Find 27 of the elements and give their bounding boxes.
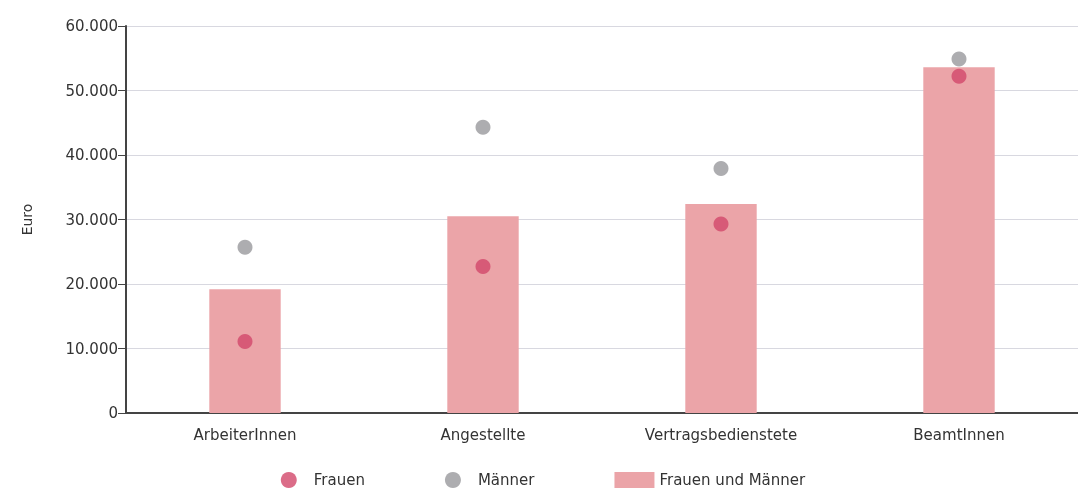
point	[713, 216, 729, 232]
legend-label: Frauen	[313, 471, 365, 489]
y-tick-label: 0	[108, 404, 118, 422]
legend-label: Frauen und Männer	[659, 471, 807, 489]
x-tick-label: Vertragsbedienstete	[644, 425, 798, 444]
y-tick-label: 30.000	[65, 210, 118, 229]
x-tick-label: BeamtInnen	[913, 425, 1005, 444]
point	[237, 333, 253, 349]
y-tick-label: 20.000	[65, 275, 118, 293]
bar	[447, 216, 519, 413]
point	[475, 259, 491, 275]
y-tick-label: 50.000	[65, 81, 118, 100]
point	[237, 239, 253, 255]
point	[951, 51, 967, 67]
y-tick-label: 60.000	[65, 17, 118, 35]
point	[713, 161, 729, 177]
point	[951, 68, 967, 84]
bar	[209, 289, 281, 413]
legend-label: Männer	[477, 471, 536, 489]
x-tick-label: Angestellte	[440, 425, 526, 444]
bar	[923, 67, 995, 413]
point	[475, 119, 491, 135]
y-tick-label: 10.000	[65, 339, 118, 358]
y-axis-title: Euro	[19, 203, 35, 236]
x-tick-label: ArbeiterInnen	[193, 425, 297, 444]
bar	[685, 204, 757, 413]
y-tick-label: 40.000	[65, 146, 118, 164]
